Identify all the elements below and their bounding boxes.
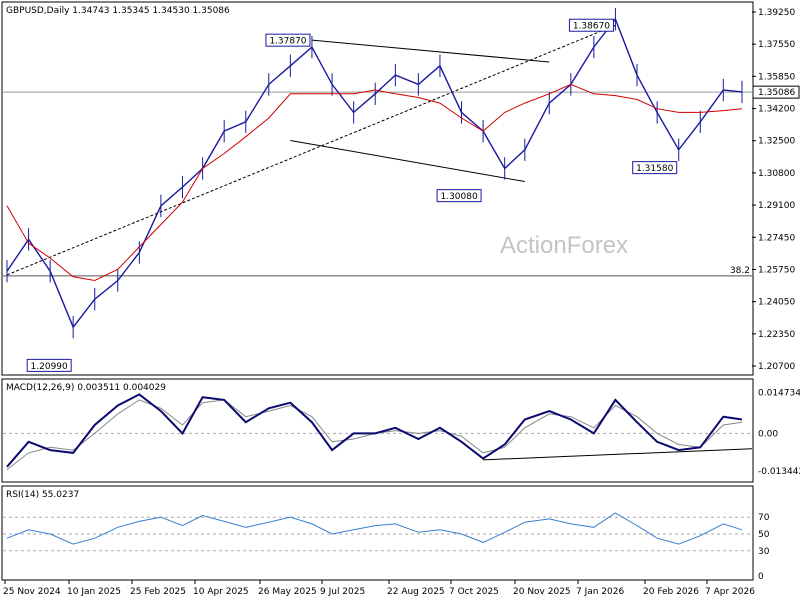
x-axis-tick-label: 10 Jan 2025 [67,587,121,597]
price-axis-tick-label: 1.24050 [758,298,795,308]
macd-trendline [483,448,753,461]
annotation-box [265,33,311,47]
current-price-tag-label: 1.35086 [758,88,795,98]
rsi-layer: 70 50 30 0 [3,512,770,582]
x-axis-tick-label: 20 Nov 2025 [513,587,571,597]
x-axis-tick-label: 25 Feb 2025 [130,587,186,597]
annotation-label: 1.38670 [573,22,610,32]
macd-signal-line [6,399,743,470]
price-axis-tick-label: 1.32500 [758,137,795,147]
annotation-label: 1.30080 [440,192,477,202]
annotation-label: 1.20990 [31,362,68,372]
annotation-box [632,161,678,175]
price-axis-tick-label: 1.35850 [758,72,795,82]
rsi-axis-tick-label: 30 [758,547,770,557]
macd-layer: 0.014734 0.00 -0.013442 [3,388,800,477]
rsi-axis-tick-label: 70 [758,513,770,523]
macd-axis-tick-label: 0.014734 [758,388,800,398]
channel-lower-line [290,139,525,183]
macd-panel-header: MACD(12,26,9) 0.003511 0.004029 [6,383,166,393]
macd-axis-tick-label: -0.013442 [758,467,800,477]
moving-average-line [6,83,743,282]
price-axis-tick-label: 1.27450 [758,233,795,243]
x-axis-tick-label: 9 Jul 2025 [320,587,365,597]
price-series-line [6,17,743,329]
macd-line [6,393,743,468]
price-axis-tick-label: 1.34200 [758,105,795,115]
annotation-label: 1.31580 [636,164,673,174]
rsi-axis-tick-label: 50 [758,530,770,540]
price-axis-tick-label: 1.22350 [758,330,795,340]
channel-upper-line [311,39,550,63]
price-axis-tick-label: 1.20700 [758,362,795,372]
price-panel-frame [1,1,754,376]
x-axis-tick-label: 7 Apr 2026 [705,587,755,597]
rsi-panel-header: RSI(14) 55.0237 [6,490,79,500]
price-axis-tick-label: 1.29100 [758,201,795,211]
fib-38-label: 38.2 [730,266,750,276]
price-axis-tick-label: 1.37550 [758,40,795,50]
axis-layer: 1.39250 1.37550 1.35850 1.34200 1.32500 1.308… [3,8,800,597]
x-axis-tick-label: 25 Nov 2024 [3,587,61,597]
price-layer: 38.2 1.37870 1.38670 1.30080 1.31580 1.20990 [3,7,752,372]
watermark: ActionForex [500,232,628,259]
annotation-box [26,358,72,372]
annotation-box [568,18,614,32]
macd-panel-frame [1,378,754,483]
x-axis-tick-label: 20 Feb 2026 [643,587,699,597]
rsi-panel-frame [1,485,754,581]
rsi-axis-tick-label: 0 [758,572,764,582]
x-axis-tick-label: 7 Oct 2025 [449,587,499,597]
current-price-tag [752,85,800,99]
x-axis-tick-label: 10 Apr 2025 [193,587,249,597]
price-panel-header: GBPUSD,Daily 1.34743 1.35345 1.34530 1.3… [6,6,230,16]
annotation-box [436,189,482,203]
rsi-line [6,512,743,545]
x-axis-tick-label: 26 May 2025 [258,587,317,597]
price-axis-tick-label: 1.25750 [758,265,795,275]
annotation-label: 1.37870 [269,37,306,47]
x-axis-tick-label: 22 Aug 2025 [387,587,445,597]
price-axis-tick-label: 1.39250 [758,8,795,18]
x-axis-tick-label: 7 Jan 2026 [576,587,624,597]
macd-axis-tick-label: 0.00 [758,429,778,439]
price-axis-tick-label: 1.30800 [758,169,795,179]
